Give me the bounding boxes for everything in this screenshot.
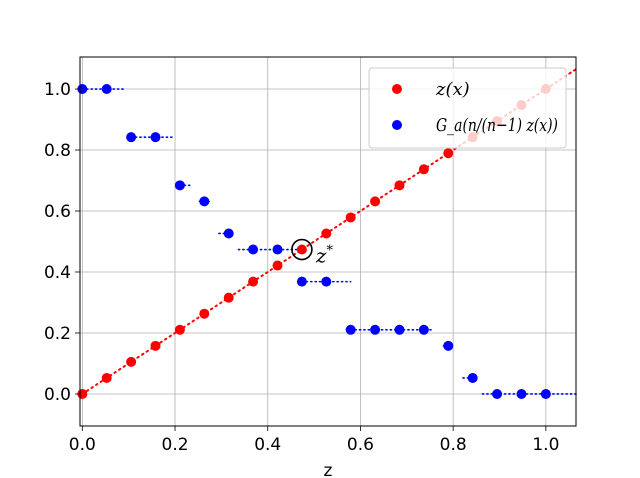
red-point bbox=[443, 148, 454, 159]
annotation: z* bbox=[291, 238, 334, 268]
y-tick-label: 0.4 bbox=[44, 263, 71, 283]
legend-marker-z bbox=[392, 84, 402, 94]
plot-frame bbox=[79, 56, 577, 427]
red-dotted-line bbox=[81, 68, 577, 395]
legend-box bbox=[368, 67, 567, 149]
blue-point bbox=[199, 196, 210, 207]
red-point bbox=[296, 244, 307, 255]
x-axis-label: z bbox=[324, 461, 333, 478]
blue-point bbox=[345, 324, 356, 335]
blue-point bbox=[467, 372, 478, 383]
red-point bbox=[370, 196, 381, 207]
blue-point bbox=[174, 180, 185, 191]
x-tick-label: 0.6 bbox=[347, 435, 374, 455]
legend-entry-g: G_a(n/(n−1) z(x)) bbox=[436, 115, 558, 136]
y-axis-ticks: 0.0 0.2 0.4 0.6 0.8 1.0 bbox=[44, 80, 80, 405]
red-point bbox=[272, 260, 283, 271]
blue-series-points bbox=[77, 84, 551, 399]
blue-point bbox=[540, 388, 551, 399]
red-point bbox=[321, 228, 332, 239]
red-point bbox=[223, 292, 234, 303]
red-point bbox=[126, 356, 137, 367]
blue-point bbox=[126, 132, 137, 143]
blue-point bbox=[150, 132, 161, 143]
blue-point bbox=[296, 276, 307, 287]
y-tick-label: 0.0 bbox=[44, 385, 71, 405]
red-point bbox=[394, 180, 405, 191]
annotation-ring bbox=[291, 238, 313, 261]
blue-point bbox=[248, 244, 259, 255]
blue-point bbox=[492, 388, 503, 399]
red-point bbox=[345, 212, 356, 223]
x-tick-label: 1.0 bbox=[532, 435, 559, 455]
blue-point bbox=[321, 276, 332, 287]
red-diagonal-line bbox=[81, 68, 577, 395]
red-point bbox=[248, 276, 259, 287]
blue-point bbox=[370, 324, 381, 335]
red-point bbox=[150, 340, 161, 351]
red-point bbox=[418, 164, 429, 175]
blue-point bbox=[272, 244, 283, 255]
x-axis-ticks: 0.0 0.2 0.4 0.6 0.8 1.0 bbox=[69, 426, 559, 455]
y-tick-label: 0.8 bbox=[44, 141, 71, 161]
legend-marker-g bbox=[392, 120, 402, 130]
x-tick-label: 0.4 bbox=[254, 435, 281, 455]
y-tick-label: 0.2 bbox=[44, 324, 71, 344]
legend: z(x) G_a(n/(n−1) z(x)) bbox=[368, 67, 567, 149]
red-point bbox=[174, 324, 185, 335]
red-point bbox=[199, 308, 210, 319]
blue-point bbox=[516, 388, 527, 399]
blue-point bbox=[394, 324, 405, 335]
legend-entry-z: z(x) bbox=[435, 79, 470, 100]
blue-point bbox=[223, 228, 234, 239]
y-tick-label: 1.0 bbox=[44, 80, 71, 100]
annotation-label: z* bbox=[315, 244, 334, 268]
blue-point bbox=[418, 324, 429, 335]
y-tick-label: 0.6 bbox=[44, 202, 71, 222]
x-tick-label: 0.0 bbox=[69, 435, 96, 455]
blue-point bbox=[443, 340, 454, 351]
x-tick-label: 0.2 bbox=[162, 435, 189, 455]
red-point bbox=[101, 372, 112, 383]
blue-point bbox=[101, 84, 112, 95]
x-tick-label: 0.8 bbox=[440, 435, 467, 455]
